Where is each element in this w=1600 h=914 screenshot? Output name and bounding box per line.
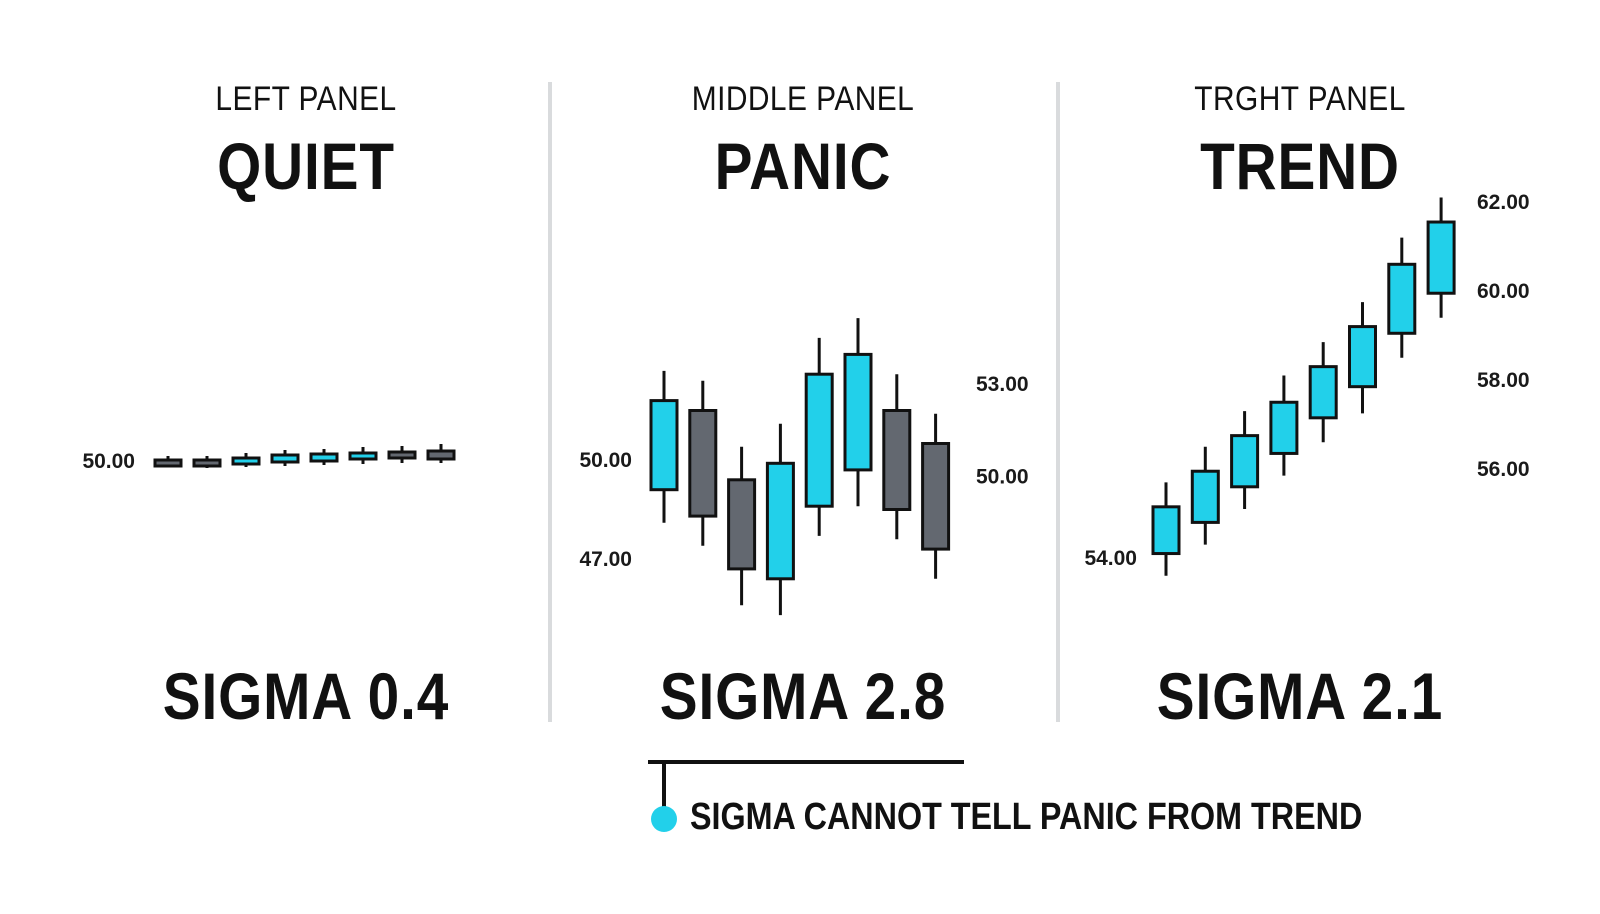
candle-body [921, 442, 951, 551]
candle [921, 413, 951, 579]
candle-body [843, 352, 873, 472]
candle [1230, 411, 1260, 510]
candle-body [1387, 262, 1417, 335]
candle-body [192, 458, 222, 468]
candle-body [270, 453, 300, 464]
candle [270, 450, 300, 466]
candle [1269, 375, 1299, 476]
right-sigma-value: SIGMA 2.1 [1156, 659, 1444, 733]
left-panel-label: LEFT PANEL [215, 80, 397, 118]
left-sigma-value: SIGMA 0.4 [162, 659, 450, 733]
candle [765, 423, 795, 616]
tick-label: 50.00 [976, 466, 1029, 489]
callout-text: SIGMA CANNOT TELL PANIC FROM TREND [690, 796, 1363, 838]
tick-label: 54.00 [1084, 547, 1137, 570]
candle [387, 446, 417, 463]
candle [727, 446, 757, 606]
candle-body [804, 372, 834, 508]
tick-label: 50.00 [82, 450, 135, 473]
candle-body [1151, 505, 1181, 556]
tick-label: 60.00 [1477, 280, 1530, 303]
panel-divider-right [1056, 82, 1060, 722]
candle-body [765, 461, 795, 581]
candle [309, 449, 339, 465]
candle-body [1269, 400, 1299, 455]
candle-body [348, 451, 378, 461]
candle-body [727, 478, 757, 571]
callout-connector-line [662, 760, 666, 810]
candle [1151, 482, 1181, 576]
candle [843, 318, 873, 507]
candle [882, 374, 912, 540]
tick-label: 56.00 [1477, 458, 1530, 481]
tick-label: 58.00 [1477, 369, 1530, 392]
candle [804, 337, 834, 536]
candle-body [1426, 220, 1456, 295]
candle-body [387, 450, 417, 460]
candle-body [231, 456, 261, 466]
candle [1308, 342, 1338, 443]
candle [688, 380, 718, 546]
candle [1387, 237, 1417, 358]
candle [153, 456, 183, 468]
tick-label: 47.00 [579, 548, 632, 571]
candle-body [1230, 434, 1260, 489]
candle-body [153, 458, 183, 468]
right-panel-label: TRGHT PANEL [1194, 80, 1406, 118]
tick-label: 62.00 [1477, 191, 1530, 214]
panel-divider-left [548, 82, 552, 722]
tick-label: 53.00 [976, 373, 1029, 396]
candle [192, 456, 222, 468]
right-panel-name: TREND [1200, 129, 1400, 203]
tick-label: 50.00 [579, 449, 632, 472]
middle-panel-label: MIDDLE PANEL [691, 80, 915, 118]
candle [1348, 302, 1377, 414]
candle-body [309, 452, 339, 463]
middle-panel-name: PANIC [714, 129, 892, 203]
candle-body [1348, 325, 1377, 389]
candle-body [688, 409, 718, 518]
candle [231, 453, 261, 467]
candle-body [649, 399, 679, 492]
candle-body [1190, 469, 1220, 524]
candle-body [1308, 365, 1338, 420]
callout-bracket-line [648, 760, 964, 764]
candle-body [426, 449, 456, 461]
left-panel-name: QUIET [217, 129, 395, 203]
candle [1190, 446, 1220, 545]
candle [348, 447, 378, 464]
candle [426, 444, 456, 463]
candle [1426, 197, 1456, 318]
candle [649, 370, 679, 523]
middle-sigma-value: SIGMA 2.8 [659, 659, 947, 733]
dot-icon [651, 806, 677, 832]
candle-body [882, 409, 912, 511]
